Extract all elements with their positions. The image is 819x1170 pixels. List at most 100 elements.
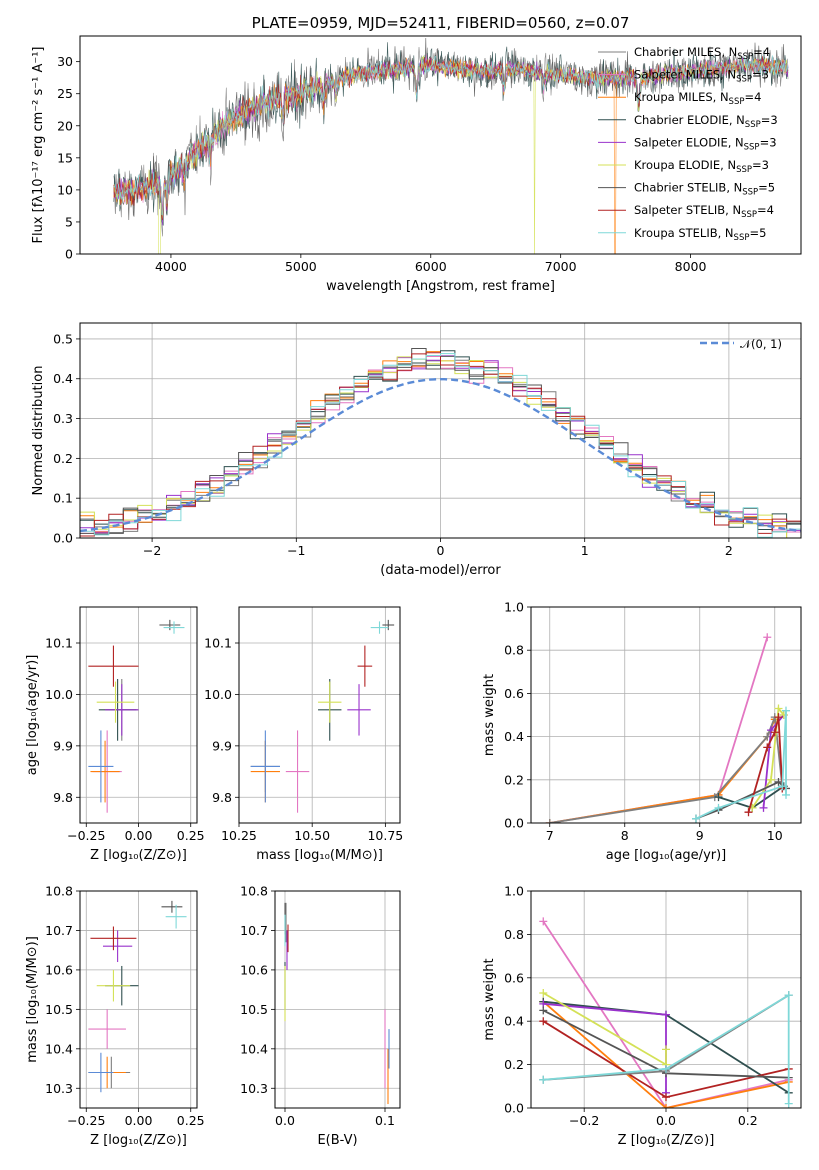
axes-frame (274, 890, 401, 1109)
residual-legend: 𝒩(0, 1) (700, 337, 782, 351)
weight-marker (763, 743, 772, 752)
y-tick-label: 0.0 (504, 1101, 524, 1116)
y-tick-label: 25 (57, 86, 73, 101)
y-tick-label: 10.3 (240, 1081, 268, 1096)
weight-marker (539, 1017, 548, 1026)
legend-entry-name: Salpeter STELIB, N (634, 203, 741, 217)
weight-series-line (549, 718, 776, 823)
y-tick-label: 10.7 (240, 923, 268, 938)
y-axis-label: mass weight (482, 958, 497, 1040)
y-tick-label: 10.8 (240, 884, 268, 899)
y-tick-label: 10.7 (45, 923, 73, 938)
x-axis-label: Z [log₁₀(Z/Z⊙)] (90, 848, 187, 863)
error-bar-point (250, 730, 280, 803)
x-tick-label: 8000 (675, 259, 707, 274)
legend-entry: Chabrier STELIB, NSSP=5 (634, 181, 775, 198)
weight-marker (539, 917, 548, 926)
error-bar-point (96, 969, 131, 1002)
x-axis-label: wavelength [Angstrom, rest frame] (326, 279, 555, 294)
legend-entry: Salpeter MILES, NSSP=3 (634, 68, 769, 85)
weight-vs-age-panel: 7 8 9 10 0.0 0.2 0.4 0.6 0.8 1.0 age [log₁₀(age/yr… (482, 600, 802, 863)
plot-area (88, 900, 187, 1093)
x-axis-label: mass [log₁₀(M/M⊙)] (256, 848, 383, 863)
legend-entry-subscript: SSP (734, 233, 750, 243)
error-bar-point (88, 645, 139, 687)
y-axis-label: mass [log₁₀(M/M⊙)] (25, 936, 40, 1063)
mass-vs-metallicity-panel: −0.25 0.00 0.25 10.3 10.4 10.5 10.6 10.7 10.8 Z [… (25, 884, 205, 1149)
weight-marker (770, 728, 779, 737)
weight-marker (662, 1104, 670, 1108)
legend-entry-subscript: SSP (741, 210, 757, 220)
weight-marker (714, 803, 723, 812)
y-tick-label: 10.5 (240, 1002, 268, 1017)
legend-entry: Kroupa STELIB, NSSP=5 (634, 226, 766, 243)
y-tick-label: 0.2 (504, 1057, 524, 1072)
y-tick-label: 0.4 (504, 729, 524, 744)
weight-marker (778, 782, 787, 791)
legend-entry: Kroupa MILES, NSSP=4 (634, 90, 761, 107)
x-tick-label: 2 (725, 543, 733, 558)
x-tick-label: 4000 (155, 259, 187, 274)
x-tick-label: 0.2 (738, 1113, 758, 1128)
legend-entry-suffix: =4 (753, 45, 770, 59)
plot-area (539, 917, 793, 1108)
weight-marker (763, 633, 772, 642)
x-tick-label: 0.00 (125, 828, 153, 843)
y-tick-label: 0.8 (504, 643, 524, 658)
y-tick-label: 10.1 (204, 636, 232, 651)
weight-marker (539, 1006, 548, 1015)
x-tick-label: −1 (287, 543, 305, 558)
legend-entry-name: Salpeter MILES, N (634, 68, 736, 82)
y-tick-label: 10.6 (45, 962, 73, 977)
x-tick-label: 10 (767, 828, 783, 843)
error-bar-point (165, 904, 187, 929)
error-bar-point (318, 681, 342, 723)
legend-entry-subscript: SSP (737, 52, 753, 62)
error-bar-point (370, 621, 389, 634)
x-tick-label: 9 (696, 828, 704, 843)
y-tick-label: 0.4 (504, 1014, 524, 1029)
legend-entry-suffix: =3 (752, 68, 769, 82)
x-tick-label: 10.75 (367, 828, 403, 843)
error-bar-point (163, 621, 185, 634)
y-axis-label: age [log₁₀(age/yr)] (25, 655, 40, 776)
x-tick-label: 0.25 (177, 828, 205, 843)
x-axis-label: E(B-V) (317, 1133, 357, 1148)
y-tick-label: 5 (65, 214, 73, 229)
y-tick-label: 10.4 (240, 1041, 268, 1056)
weight-marker (714, 793, 723, 802)
age-vs-mass-panel: 10.25 10.50 10.75 9.8 9.9 10.0 10.1 mass [log₁₀… (204, 606, 403, 863)
weight-marker (767, 775, 775, 784)
weight-vs-metallicity-panel: −0.2 0.0 0.2 0.0 0.2 0.4 0.6 0.8 1.0 Z [log₁₀(Z/Z… (482, 884, 802, 1148)
y-tick-label: 1.0 (504, 884, 524, 899)
y-tick-label: 15 (57, 150, 73, 165)
error-bar-point (382, 619, 395, 631)
weight-series-line (549, 636, 769, 823)
weight-marker (784, 1099, 793, 1108)
weight-marker (662, 1064, 670, 1073)
spectrum-series-line (113, 55, 789, 216)
y-tick-label: 10 (57, 182, 73, 197)
x-tick-label: 8 (621, 828, 629, 843)
residual-histogram (80, 353, 801, 538)
legend-entry-subscript: SSP (742, 188, 758, 198)
legend-entry-suffix: =4 (757, 203, 774, 217)
age-vs-metallicity-panel: −0.25 0.00 0.25 9.8 9.9 10.0 10.1 Z [log₁₀(Z/Z⊙… (25, 606, 205, 863)
weight-marker (759, 803, 768, 812)
y-tick-label: 0.2 (504, 772, 524, 787)
y-tick-label: 10.5 (45, 1002, 73, 1017)
axes-frame (238, 606, 401, 824)
legend-entry-name: Kroupa STELIB, N (634, 226, 734, 240)
x-axis-label: (data-model)/error (380, 563, 501, 578)
grid-lines (238, 607, 400, 823)
legend-entry: Salpeter ELODIE, NSSP=3 (634, 135, 777, 152)
y-tick-label: 10.0 (204, 687, 232, 702)
error-bar-point (96, 681, 135, 723)
legend-entry-name: Chabrier ELODIE, N (634, 113, 745, 127)
legend-entry: Chabrier MILES, NSSP=4 (634, 45, 770, 62)
y-tick-label: 0.2 (53, 451, 73, 466)
weight-marker (782, 706, 790, 715)
legend-entry: Chabrier ELODIE, NSSP=3 (634, 113, 778, 130)
legend-entry-suffix: =3 (752, 158, 769, 172)
residual-histogram (80, 352, 801, 537)
